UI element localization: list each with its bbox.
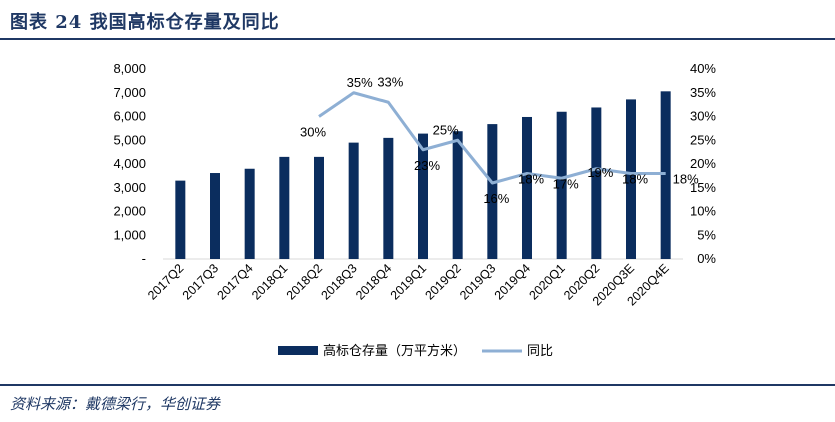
bar: [418, 133, 428, 259]
x-tick-label: 2019Q1: [388, 261, 429, 302]
bar: [210, 173, 220, 259]
bar: [522, 116, 532, 259]
legend-line-label: 同比: [527, 343, 553, 358]
y-left-tick-label: 5,000: [113, 132, 146, 147]
bar: [660, 91, 671, 259]
y-right-tick-label: 25%: [690, 132, 716, 147]
data-label: 23%: [414, 158, 440, 173]
x-tick-label: 2019Q4: [492, 261, 533, 302]
source-note: 资料来源：戴德梁行，华创证券: [10, 395, 221, 413]
bar: [556, 111, 567, 259]
data-label: 19%: [587, 165, 613, 180]
y-left-tick-label: 4,000: [113, 156, 146, 171]
x-tick-label: 2019Q2: [422, 261, 463, 302]
y-right-tick-label: 15%: [690, 180, 716, 195]
data-label: 18%: [518, 172, 544, 187]
x-tick-label: 2018Q3: [318, 261, 359, 302]
x-tick-label: 2017Q4: [214, 261, 255, 302]
chart: - 1,000 2,000 3,000 4,000 5,000 6,000 7,000 8,00…: [113, 61, 716, 358]
source-rule: [0, 384, 835, 386]
figure-title: 图表 24 我国高标仓存量及同比: [10, 12, 280, 33]
y-left-tick-label: 1,000: [113, 227, 146, 242]
bar: [626, 99, 636, 260]
bar: [487, 124, 498, 259]
y-left-tick-label: 3,000: [113, 180, 146, 195]
legend-bar-swatch: [278, 346, 318, 355]
legend-bar-label: 高标仓存量（万平方米）: [323, 343, 466, 358]
bar: [175, 180, 186, 259]
y-right-tick-label: 35%: [690, 85, 716, 100]
x-tick-label: 2018Q4: [353, 261, 394, 302]
bar: [452, 131, 463, 259]
y-left-tick-label: 7,000: [113, 85, 146, 100]
x-tick-label: 2019Q3: [457, 261, 498, 302]
y-left-tick-label: 6,000: [113, 109, 146, 124]
y-right-tick-label: 0%: [697, 251, 716, 266]
bar: [279, 156, 290, 259]
x-tick-label: 2020Q1: [526, 261, 567, 302]
data-label: 35%: [347, 75, 373, 90]
y-right-tick-label: 20%: [690, 156, 716, 171]
data-label: 18%: [673, 172, 699, 187]
data-label: 17%: [553, 176, 579, 191]
data-label: 30%: [300, 125, 326, 140]
bar: [591, 107, 602, 259]
line-series-yoy: [318, 91, 666, 185]
title-rule: [0, 38, 835, 40]
x-tick-label: 2018Q1: [249, 261, 290, 302]
x-tick-label: 2017Q3: [180, 261, 221, 302]
bar: [314, 156, 324, 259]
data-label: 33%: [377, 74, 403, 89]
y-right-tick-label: 30%: [690, 109, 716, 124]
data-label: 16%: [483, 191, 509, 206]
y-left-tick-label: -: [142, 251, 146, 266]
y-left-tick-label: 8,000: [113, 61, 146, 76]
y-right-tick-label: 10%: [690, 204, 716, 219]
y-right-tick-label: 5%: [697, 227, 716, 242]
bar: [383, 137, 394, 259]
y-left-tick-label: 2,000: [113, 204, 146, 219]
x-tick-label: 2018Q2: [284, 261, 325, 302]
x-tick-label: 2017Q2: [145, 261, 186, 302]
bar: [348, 142, 359, 259]
bar: [244, 168, 255, 259]
data-label: 18%: [622, 172, 648, 187]
data-label: 25%: [433, 122, 459, 137]
y-right-tick-label: 40%: [690, 61, 716, 76]
